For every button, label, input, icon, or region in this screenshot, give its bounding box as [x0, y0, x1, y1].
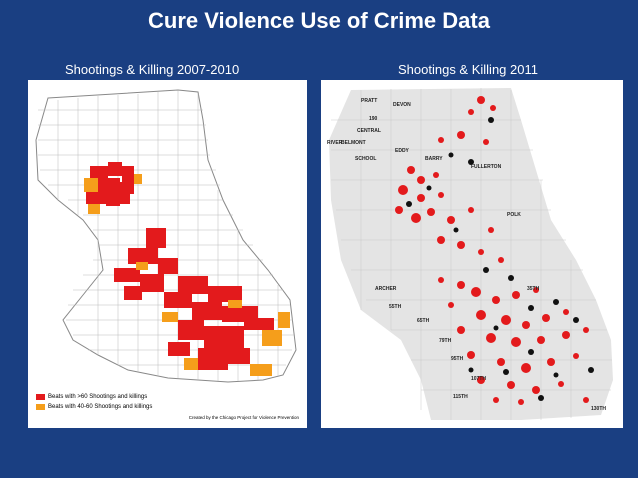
high-beats-south [114, 228, 274, 370]
map-credit: Created by the Chicago Project for Viole… [188, 415, 299, 420]
street-label: DEVON [393, 102, 411, 108]
street-label: 35TH [527, 286, 540, 292]
street-lines [331, 88, 612, 420]
street-label: BELMONT [341, 140, 366, 146]
mid-beats-south [136, 262, 290, 376]
street-label: 55TH [389, 304, 402, 310]
legend-label-high: Beats with >60 Shootings and killings [48, 394, 148, 400]
street-label: 115TH [453, 394, 468, 400]
shootings-map [329, 88, 613, 420]
street-label: BARRY [425, 156, 443, 162]
mid-beats-north [84, 174, 142, 214]
street-label: FULLERTON [471, 164, 502, 170]
street-label: 190 [369, 116, 378, 122]
street-label: CENTRAL [357, 128, 381, 134]
street-label: 130TH [591, 406, 607, 412]
beats-map-panel: Beats with >60 Shootings and killings Be… [28, 80, 307, 428]
street-label: POLK [507, 212, 521, 218]
street-label: SCHOOL [355, 156, 377, 162]
street-label: 65TH [417, 318, 430, 324]
left-map-caption: Shootings & Killing 2007-2010 [65, 62, 240, 77]
street-label: PRATT [361, 98, 378, 104]
street-label: ARCHER [375, 286, 397, 292]
legend-label-mid: Beats with 40-60 Shootings and killings [48, 404, 153, 410]
shootings-map-panel: PRATT DEVON 190 CENTRAL RIVER BELMONT SC… [321, 80, 623, 428]
street-label: 107TH [471, 376, 487, 382]
street-label: EDDY [395, 148, 409, 154]
beats-map [35, 89, 297, 383]
legend-swatch-orange [36, 404, 45, 410]
legend-swatch-red [36, 394, 45, 400]
legend-item-high: Beats with >60 Shootings and killings [36, 394, 147, 400]
high-beats-north [86, 162, 134, 206]
legend-item-mid: Beats with 40-60 Shootings and killings [36, 404, 152, 410]
right-map-caption: Shootings & Killing 2011 [398, 62, 538, 77]
street-label: RIVER [327, 140, 343, 146]
slide-title: Cure Violence Use of Crime Data [148, 8, 490, 33]
shooting-markers-red [395, 96, 589, 405]
street-label: 95TH [451, 356, 464, 362]
street-label: 79TH [439, 338, 452, 344]
shooting-markers-black [406, 117, 594, 401]
